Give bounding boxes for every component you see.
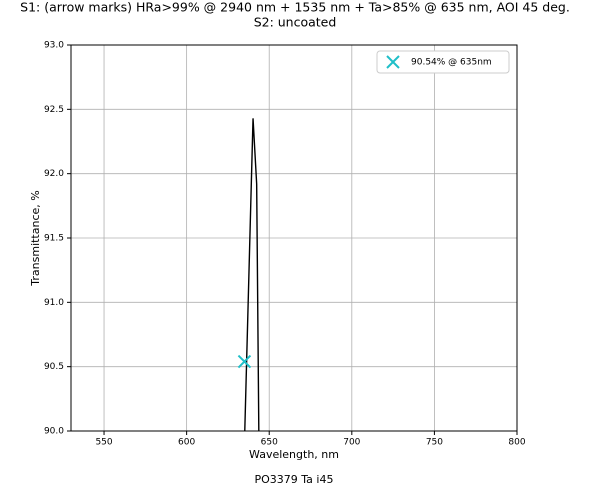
x-tick-label: 600 [178,438,195,448]
y-tick-label: 91.0 [44,298,64,308]
legend-label: 90.54% @ 635nm [411,58,492,68]
y-tick-label: 90.0 [44,427,64,437]
data-line [244,118,260,431]
y-axis-label: Transmittance, % [29,190,42,286]
x-tick-label: 550 [95,438,112,448]
y-tick-label: 90.5 [44,362,64,372]
footnote: PO3379 Ta i45 [255,473,334,486]
x-axis-label: Wavelength, nm [249,448,339,461]
x-tick-label: 650 [261,438,278,448]
y-tick-label: 92.0 [44,169,64,179]
x-tick-label: 800 [508,438,525,448]
plot-frame [70,44,518,432]
chart-subtitle: S2: uncoated [254,15,337,30]
marker [237,354,252,369]
y-tick-label: 93.0 [44,41,64,51]
x-tick-label: 700 [343,438,360,448]
chart-title: S1: (arrow marks) HRa>99% @ 2940 nm + 15… [20,0,570,15]
y-tick-label: 92.5 [44,105,64,115]
x-tick-label: 750 [426,438,443,448]
legend-box [376,50,510,74]
y-tick-label: 91.5 [44,234,64,244]
legend-marker [386,55,400,69]
